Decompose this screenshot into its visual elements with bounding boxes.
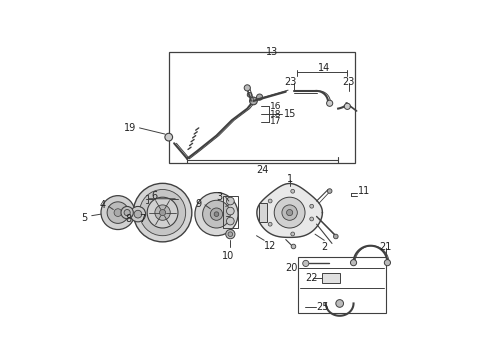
Text: 24: 24 [256, 165, 269, 175]
Text: 6: 6 [152, 191, 158, 201]
Circle shape [203, 200, 230, 228]
Circle shape [228, 232, 233, 237]
Circle shape [291, 244, 296, 249]
Circle shape [195, 193, 238, 236]
Text: 17: 17 [270, 117, 282, 126]
Circle shape [244, 85, 250, 91]
Circle shape [268, 199, 272, 203]
Circle shape [310, 217, 314, 221]
Circle shape [282, 205, 297, 220]
Circle shape [303, 260, 309, 266]
Circle shape [101, 195, 135, 230]
Circle shape [140, 189, 186, 236]
Text: 23: 23 [343, 77, 355, 87]
Circle shape [214, 212, 219, 216]
Circle shape [124, 210, 130, 216]
Circle shape [134, 210, 142, 218]
Bar [322, 273, 340, 283]
Circle shape [274, 197, 305, 228]
Circle shape [327, 189, 332, 193]
Circle shape [114, 209, 122, 216]
Circle shape [226, 217, 234, 225]
Text: 4: 4 [99, 200, 105, 210]
Circle shape [334, 234, 338, 239]
Text: 21: 21 [380, 242, 392, 252]
Circle shape [344, 103, 350, 109]
Text: 22: 22 [305, 273, 318, 283]
Bar [169, 53, 355, 163]
Circle shape [247, 93, 252, 97]
Circle shape [310, 204, 314, 208]
Text: 3: 3 [217, 192, 222, 202]
Circle shape [226, 230, 235, 239]
Circle shape [268, 222, 272, 226]
Text: 25: 25 [317, 302, 329, 311]
Text: 10: 10 [222, 251, 234, 261]
Bar [298, 257, 386, 313]
Circle shape [327, 100, 333, 106]
Circle shape [384, 260, 391, 266]
Text: 7: 7 [140, 214, 146, 224]
Text: 16: 16 [270, 102, 282, 111]
Circle shape [226, 207, 234, 215]
Text: 20: 20 [285, 263, 297, 273]
Text: 19: 19 [124, 122, 136, 132]
Bar [259, 203, 267, 222]
Circle shape [291, 232, 294, 236]
Circle shape [155, 205, 171, 220]
Circle shape [257, 94, 263, 100]
Text: 18: 18 [270, 109, 282, 118]
Circle shape [147, 197, 178, 228]
Bar [222, 195, 238, 228]
Circle shape [350, 260, 357, 266]
Circle shape [291, 189, 294, 193]
Text: 5: 5 [81, 213, 87, 222]
Circle shape [165, 133, 172, 141]
Text: 8: 8 [125, 214, 132, 224]
Circle shape [160, 210, 166, 216]
Text: 15: 15 [283, 109, 296, 119]
Circle shape [107, 202, 129, 223]
Text: 12: 12 [264, 241, 276, 251]
Circle shape [210, 208, 222, 220]
Circle shape [287, 210, 293, 216]
Text: 13: 13 [266, 47, 278, 57]
Circle shape [130, 206, 146, 222]
Polygon shape [257, 184, 322, 237]
Text: 9: 9 [195, 199, 201, 209]
Text: 2: 2 [321, 242, 327, 252]
Circle shape [133, 183, 192, 242]
Circle shape [121, 206, 133, 219]
Circle shape [226, 197, 234, 205]
Text: 11: 11 [358, 186, 370, 197]
Text: 23: 23 [284, 77, 296, 87]
Circle shape [336, 300, 343, 307]
Text: 1: 1 [287, 174, 293, 184]
Text: 14: 14 [318, 63, 330, 73]
Circle shape [249, 97, 257, 105]
